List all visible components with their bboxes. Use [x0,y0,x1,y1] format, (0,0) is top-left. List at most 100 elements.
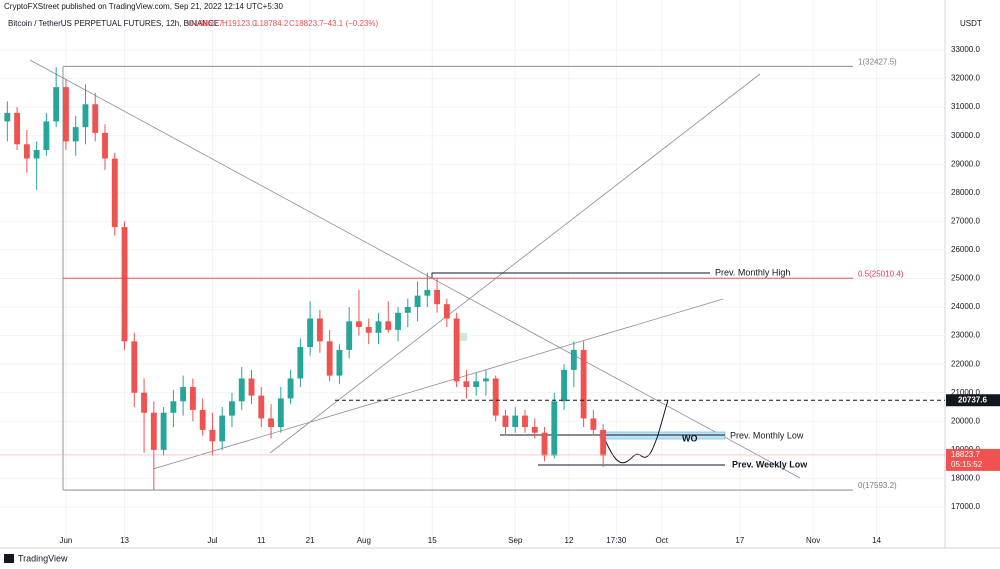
candle-body [229,401,235,416]
candle-body [600,429,607,456]
candle-body [434,289,441,305]
candle-body [483,378,489,382]
candles [4,67,607,490]
candle-body [443,304,450,319]
candle-body [189,387,196,410]
candle-body [395,312,401,330]
y-tick-label: 17000.0 [951,502,980,511]
candle-body [277,398,284,428]
footer: TradingView [18,553,68,563]
candle-body [199,409,206,430]
candle-body [570,349,577,370]
annotation: Prev. Monthly Low [730,430,804,440]
trendline [29,59,801,479]
trendline [269,73,761,454]
candle-body [424,289,431,296]
candle-body [346,321,353,350]
y-tick-label: 18000.0 [951,474,980,483]
x-tick-label: 12 [565,536,574,545]
x-tick-label: Aug [357,536,371,545]
x-tick-label: Sep [508,536,523,545]
x-tick-label: 17:30 [606,536,627,545]
ohlc: L18784.2 [255,19,289,28]
y-tick-label: 33000.0 [951,45,980,54]
candle-body [473,381,480,388]
candle-body [580,349,587,419]
x-tick-label: 15 [428,536,437,545]
logo [4,554,14,563]
trendline [152,298,724,470]
annotation: Prev. Monthly High [715,267,790,277]
ohlc: C18823.7 [289,19,324,28]
projection-path [604,399,669,464]
candle-body [268,418,274,428]
drawings [29,59,801,490]
candle-body [551,401,558,456]
fib-label: 0(17593.2) [858,481,897,490]
candle-body [160,412,167,450]
ohlc: −43.1 (−0.23%) [323,19,378,28]
fib-label: 0.5(25010.4) [858,269,904,278]
y-tick-label: 28000.0 [951,188,980,197]
candle-body [111,158,118,228]
y-tick-label: 20000.0 [951,416,980,425]
x-tick-label: Jun [59,536,72,545]
publisher: CryptoFXStreet published on TradingView.… [4,2,283,11]
candle-body [385,321,392,330]
last-price-label: 18823.7 [951,450,980,459]
y-tick-label: 29000.0 [951,159,980,168]
candle-body [53,87,60,122]
candle-body [92,104,99,133]
countdown: 05:15:52 [951,460,983,469]
y-tick-label: 22000.0 [951,359,980,368]
candle-body [150,412,157,450]
candle-body [297,347,304,379]
candle-body [531,427,538,433]
candle-body [590,418,597,430]
candle-body [63,87,69,142]
candle-body [365,327,372,333]
monthly-high-line [431,272,710,278]
y-tick-label: 23000.0 [951,331,980,340]
candle-body [541,432,548,456]
annotation: WO [682,433,698,443]
x-tick-label: Nov [806,536,820,545]
candle-body [492,378,499,416]
candle-body [326,341,333,376]
y-tick-label: 30000.0 [951,131,980,140]
currency: USDT [960,19,982,28]
candle-body [131,341,138,393]
x-tick-label: 13 [120,536,129,545]
candle-body [72,127,79,142]
x-tick-label: 11 [257,536,266,545]
x-tick-label: Oct [656,536,669,545]
candle-body [463,381,470,388]
x-tick-label: 21 [306,536,315,545]
candle-body [404,307,411,313]
fib-label: 1(32427.5) [858,57,897,66]
y-tick-label: 24000.0 [951,302,980,311]
candle-body [258,395,265,419]
candle-body [82,104,89,128]
candle-body [561,369,567,402]
monthly-low-zone [599,431,726,440]
candle-body [14,112,21,145]
annotation: Prev. Weekly Low [732,459,808,469]
candle-body [316,318,323,342]
chart-title: Bitcoin / TetherUS PERPETUAL FUTURES, 12… [8,19,219,28]
candle-body [102,132,108,159]
candle-body [209,429,216,442]
candle-body [219,415,226,442]
ohlc: O18866.7 [188,19,224,28]
x-tick-label: 14 [872,536,881,545]
candle-body [33,149,40,159]
marked-level-label: 20737.6 [958,395,987,404]
candle-body [170,401,177,413]
x-tick-label: Jul [207,536,217,545]
marked-level-tag [946,394,1000,407]
ohlc: H19123.0 [222,19,257,28]
candle-body [307,318,314,348]
candle-body [43,121,50,150]
